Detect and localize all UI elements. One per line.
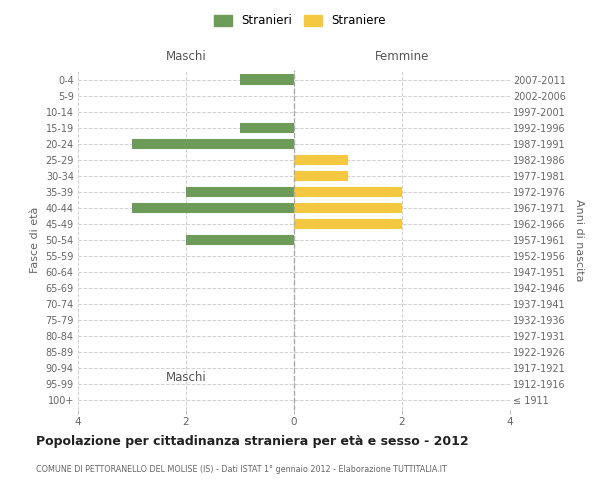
Text: Maschi: Maschi	[166, 370, 206, 384]
Bar	[186, 235, 294, 245]
Text: Maschi: Maschi	[166, 50, 206, 63]
Bar	[186, 186, 294, 197]
Bar	[132, 138, 294, 149]
Text: Femmine: Femmine	[375, 50, 429, 63]
Bar	[240, 122, 294, 133]
Bar	[294, 202, 402, 213]
Bar	[294, 154, 348, 165]
Bar	[294, 186, 402, 197]
Text: Popolazione per cittadinanza straniera per età e sesso - 2012: Popolazione per cittadinanza straniera p…	[36, 435, 469, 448]
Bar	[294, 170, 348, 181]
Bar	[294, 218, 402, 229]
Text: COMUNE DI PETTORANELLO DEL MOLISE (IS) - Dati ISTAT 1° gennaio 2012 - Elaborazio: COMUNE DI PETTORANELLO DEL MOLISE (IS) -…	[36, 465, 447, 474]
Bar	[132, 202, 294, 213]
Bar	[240, 74, 294, 85]
Legend: Stranieri, Straniere: Stranieri, Straniere	[211, 11, 389, 31]
Y-axis label: Fasce di età: Fasce di età	[30, 207, 40, 273]
Y-axis label: Anni di nascita: Anni di nascita	[574, 198, 584, 281]
